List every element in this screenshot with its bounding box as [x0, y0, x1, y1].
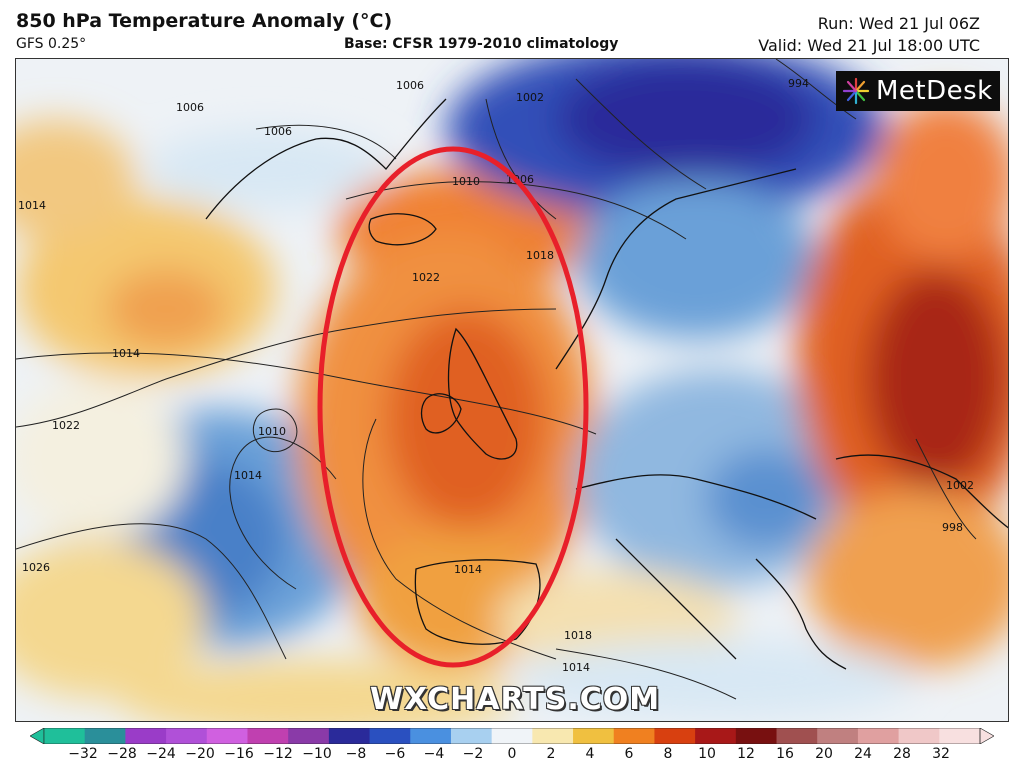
colorbar-segment	[491, 728, 533, 744]
colorbar-segment	[532, 728, 574, 744]
starburst-icon	[842, 77, 870, 105]
run-time-label: Run: Wed 21 Jul 06Z	[817, 14, 980, 33]
isobar-label: 1006	[264, 125, 292, 138]
colorbar-segment	[125, 728, 167, 744]
isobar-labels: 1006 1006 1006 1002 994 1014 1010 1006 1…	[18, 77, 974, 674]
colorbar-tick-label: −24	[146, 746, 176, 762]
colorbar-tick-label: −6	[384, 746, 406, 762]
logo-text: MetDesk	[876, 76, 993, 106]
colorbar-segment	[817, 728, 859, 744]
isobar-label: 1022	[412, 271, 440, 284]
colorbar-tick-label: 0	[507, 746, 517, 762]
isobar-label: 1014	[454, 563, 482, 576]
colorbar-segment	[166, 728, 208, 744]
isobar-label: 1018	[526, 249, 554, 262]
colorbar-tick-label: 32	[932, 746, 950, 762]
colorbar-frame	[43, 728, 981, 744]
highlight-ellipse	[317, 146, 589, 668]
model-label: GFS 0.25°	[16, 36, 87, 52]
colorbar-tick-label: −8	[345, 746, 367, 762]
colorbar	[30, 728, 994, 744]
colorbar-segment	[857, 728, 900, 744]
colorbar-segment	[369, 728, 411, 744]
metdesk-logo: MetDesk	[836, 71, 1000, 111]
colorbar-segment	[450, 728, 493, 744]
map-canvas: 1006 1006 1006 1002 994 1014 1010 1006 1…	[16, 59, 1008, 721]
colorbar-tick-label: 12	[737, 746, 755, 762]
isobar-label: 1014	[112, 347, 140, 360]
colorbar-tick-label: −10	[302, 746, 332, 762]
isobar-label: 1026	[22, 561, 50, 574]
isobar-label: 1014	[562, 661, 590, 674]
coastlines	[205, 98, 1008, 670]
colorbar-tick-label: 20	[815, 746, 833, 762]
colorbar-segment	[288, 728, 330, 744]
colorbar-segment	[735, 728, 778, 744]
anomaly-field	[16, 59, 1008, 721]
colorbar-tick-label: −16	[224, 746, 254, 762]
isobar-label: 1014	[18, 199, 46, 212]
isobar-label: 1002	[516, 91, 544, 104]
colorbar-tick-label: −4	[423, 746, 445, 762]
isobar-label: 1018	[564, 629, 592, 642]
isobar-label: 1002	[946, 479, 974, 492]
colorbar-ticks: −32 −28 −24 −20 −16 −12 −10 −8 −6 −4 −2 0 2 4 6 8 10 12 16…	[0, 746, 1024, 770]
colorbar-segment	[654, 728, 696, 744]
colorbar-segment	[776, 728, 818, 744]
colorbar-segment	[206, 728, 248, 744]
isobar-label: 1014	[234, 469, 262, 482]
watermark: WXCHARTS.COM	[370, 682, 661, 717]
colorbar-segment	[695, 728, 737, 744]
isobar-label: 998	[942, 521, 963, 534]
isobar-label: 1022	[52, 419, 80, 432]
colorbar-min-arrow	[30, 728, 45, 744]
colorbar-tick-label: 24	[854, 746, 872, 762]
isobars	[16, 59, 977, 700]
colorbar-segment	[939, 728, 981, 744]
colorbar-segment	[898, 728, 940, 744]
isobar-label: 994	[788, 77, 809, 90]
colorbar-segment	[573, 728, 615, 744]
isobar-label: 1006	[396, 79, 424, 92]
valid-time-label: Valid: Wed 21 Jul 18:00 UTC	[758, 36, 980, 55]
colorbar-segment	[84, 728, 126, 744]
colorbar-tick-label: 10	[698, 746, 716, 762]
colorbar-segment	[613, 728, 655, 744]
colorbar-tick-label: 16	[776, 746, 794, 762]
colorbar-tick-label: −2	[462, 746, 484, 762]
colorbar-segment	[410, 728, 452, 744]
colorbar-tick-label: −12	[263, 746, 293, 762]
anomaly-map: 1006 1006 1006 1002 994 1014 1010 1006 1…	[15, 58, 1009, 722]
colorbar-segment	[247, 728, 289, 744]
base-climatology-label: Base: CFSR 1979-2010 climatology	[344, 36, 619, 52]
isobar-label: 1006	[176, 101, 204, 114]
colorbar-segment	[44, 728, 86, 744]
colorbar-segment	[328, 728, 371, 744]
colorbar-tick-label: −20	[185, 746, 215, 762]
colorbar-max-arrow	[979, 728, 994, 744]
colorbar-tick-label: 4	[585, 746, 595, 762]
colorbar-tick-label: −28	[107, 746, 137, 762]
colorbar-tick-label: 2	[546, 746, 556, 762]
colorbar-tick-label: −32	[68, 746, 98, 762]
colorbar-tick-label: 6	[624, 746, 634, 762]
colorbar-tick-label: 8	[663, 746, 673, 762]
isobar-label: 1010	[258, 425, 286, 438]
map-title: 850 hPa Temperature Anomaly (°C)	[16, 10, 393, 32]
isobar-label: 1010	[452, 175, 480, 188]
colorbar-tick-label: 28	[893, 746, 911, 762]
